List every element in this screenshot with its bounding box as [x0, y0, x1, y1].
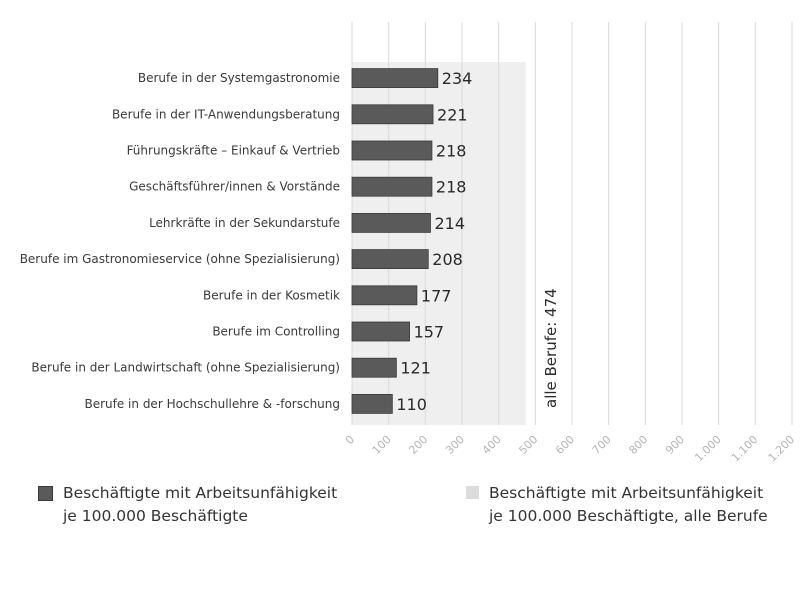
- category-label-1: Berufe in der IT-Anwendungsberatung: [112, 107, 340, 121]
- x-tick-label-3: 300: [443, 433, 467, 457]
- x-tick-label-8: 800: [626, 433, 650, 457]
- value-label-1: 221: [437, 105, 468, 124]
- bar-9: [351, 393, 393, 414]
- category-label-7: Berufe im Controlling: [212, 325, 340, 339]
- value-label-5: 208: [432, 250, 463, 269]
- legend-item-reference: Beschäftigte mit Arbeitsunfähigkeit je 1…: [466, 482, 768, 528]
- value-label-7: 157: [414, 323, 445, 342]
- value-label-8: 121: [400, 359, 431, 378]
- legend-text-reference: Beschäftigte mit Arbeitsunfähigkeit je 1…: [489, 482, 768, 528]
- bar-7: [351, 321, 410, 342]
- bar-2: [351, 140, 433, 161]
- legend-swatch-bars: [38, 486, 53, 501]
- category-label-9: Berufe in der Hochschullehre & -forschun…: [84, 397, 340, 411]
- legend-bars-line1: Beschäftigte mit Arbeitsunfähigkeit: [63, 484, 338, 502]
- x-tick-label-6: 600: [553, 433, 577, 457]
- x-tick-label-0: 0: [343, 433, 357, 447]
- legend-reference-line1: Beschäftigte mit Arbeitsunfähigkeit: [489, 484, 764, 502]
- reference-label: alle Berufe: 474: [542, 288, 560, 408]
- category-label-0: Berufe in der Systemgastronomie: [138, 71, 340, 85]
- bar-4: [351, 212, 431, 233]
- bar-chart: Berufe in der Systemgastronomie 234 Berufe…: [20, 22, 797, 464]
- legend-swatch-reference: [466, 486, 479, 499]
- legend-bars-line2: je 100.000 Beschäftigte: [63, 507, 248, 525]
- bar-5: [351, 249, 429, 270]
- x-tick-label-9: 900: [663, 433, 687, 457]
- category-label-8: Berufe in der Landwirtschaft (ohne Spezi…: [31, 361, 340, 375]
- x-tick-label-4: 400: [480, 433, 504, 457]
- x-tick-label-10: 1.000: [692, 433, 723, 464]
- value-label-4: 214: [434, 214, 465, 233]
- category-label-3: Geschäftsführer/innen & Vorstände: [129, 180, 340, 194]
- legend-reference-line2: je 100.000 Beschäftigte, alle Berufe: [489, 507, 768, 525]
- category-label-4: Lehrkräfte in der Sekundarstufe: [149, 216, 340, 230]
- category-label-6: Berufe in der Kosmetik: [203, 288, 340, 302]
- legend-text-bars: Beschäftigte mit Arbeitsunfähigkeit je 1…: [63, 482, 337, 528]
- bar-0: [351, 68, 439, 88]
- bar-3: [351, 176, 433, 197]
- bar-8: [351, 357, 397, 378]
- value-label-3: 218: [436, 178, 467, 197]
- x-tick-label-12: 1.200: [766, 433, 797, 464]
- value-label-6: 177: [421, 286, 452, 305]
- value-label-9: 110: [396, 395, 427, 414]
- legend-item-bars: Beschäftigte mit Arbeitsunfähigkeit je 1…: [38, 482, 337, 528]
- x-tick-label-7: 700: [590, 433, 614, 457]
- bar-1: [351, 104, 434, 125]
- category-label-5: Berufe im Gastronomieservice (ohne Spezi…: [20, 252, 340, 266]
- x-tick-label-2: 200: [406, 433, 430, 457]
- x-tick-label-1: 100: [370, 433, 394, 457]
- x-tick-label-5: 500: [516, 433, 540, 457]
- value-label-0: 234: [442, 69, 473, 88]
- bar-6: [351, 285, 418, 306]
- category-label-2: Führungskräfte – Einkauf & Vertrieb: [127, 144, 340, 158]
- x-tick-label-11: 1.100: [729, 433, 760, 464]
- value-label-2: 218: [436, 142, 467, 161]
